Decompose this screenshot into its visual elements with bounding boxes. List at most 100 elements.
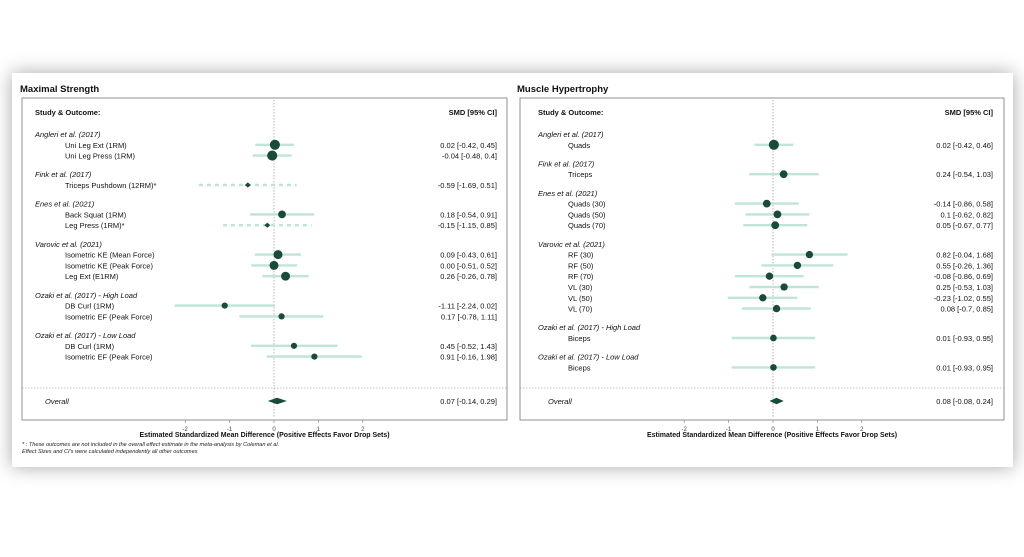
column-header-study: Study & Outcome: [35, 108, 100, 117]
study-label: Angleri et al. (2017) [34, 130, 101, 139]
panel-frame [519, 97, 1005, 421]
footnote-line-1: * : These outcomes are not included in t… [22, 442, 279, 448]
x-tick-label: 2 [860, 427, 864, 433]
panel-frame [21, 97, 508, 421]
smd-ci-label: 0.18 [-0.54, 0.91] [440, 210, 497, 219]
overall-label: Overall [45, 397, 69, 406]
forest-panel-1: Maximal Strength Study & Outcome: SMD [95%… [20, 84, 508, 439]
point-estimate [759, 294, 767, 302]
point-estimate [770, 334, 777, 342]
outcome-label: Isometric KE (Mean Force) [65, 251, 155, 260]
outcome-label: Biceps [568, 363, 591, 372]
column-header-smd: SMD [95% CI] [945, 108, 994, 117]
smd-ci-label: -0.59 [-1.69, 0.51] [438, 181, 497, 190]
smd-ci-label: 0.55 [-0.26, 1.36] [936, 261, 993, 270]
smd-ci-label: 0.09 [-0.43, 0.61] [440, 251, 497, 260]
smd-ci-label: 0.26 [-0.26, 0.78] [440, 272, 497, 281]
smd-ci-label: -0.04 [-0.48, 0.4] [442, 152, 497, 161]
smd-ci-label: -0.14 [-0.86, 0.58] [934, 200, 993, 209]
outcome-label: Uni Leg Press (1RM) [65, 152, 136, 161]
outcome-label: DB Curl (1RM) [65, 302, 115, 311]
smd-ci-label: 0.82 [-0.04, 1.68] [936, 251, 993, 260]
study-label: Fink et al. (2017) [538, 159, 595, 168]
outcome-label: VL (30) [568, 283, 593, 292]
smd-ci-label: 0.25 [-0.53, 1.03] [936, 283, 993, 292]
point-estimate [772, 304, 781, 313]
point-estimate [278, 210, 286, 219]
column-header-study: Study & Outcome: [538, 108, 603, 117]
overall-label: Overall [548, 397, 572, 406]
outcome-label: RF (70) [568, 272, 594, 281]
x-tick-label: 2 [361, 427, 365, 433]
outcome-label: Triceps Pushdown (12RM)* [65, 181, 157, 190]
smd-ci-label: 0.05 [-0.67, 0.77] [936, 221, 993, 230]
smd-ci-label: 0.1 [-0.62, 0.82] [940, 210, 993, 219]
outcome-label: Isometric KE (Peak Force) [65, 261, 153, 270]
study-label: Ozaki et al. (2017) - High Load [35, 291, 138, 300]
point-estimate [290, 342, 298, 349]
panel-title: Muscle Hypertrophy [517, 84, 609, 95]
study-label: Enes et al. (2021) [538, 189, 598, 198]
point-estimate [771, 221, 780, 230]
point-estimate [244, 182, 251, 188]
outcome-label: DB Curl (1RM) [65, 342, 115, 351]
x-tick-label: -2 [183, 427, 189, 433]
outcome-label: Back Squat (1RM) [65, 210, 127, 219]
point-estimate [278, 313, 285, 320]
outcome-label: Leg Ext (E1RM) [65, 272, 119, 281]
outcome-label: Isometric EF (Peak Force) [65, 312, 153, 321]
outcome-label: Isometric EF (Peak Force) [65, 353, 153, 362]
outcome-label: Quads (30) [568, 200, 606, 209]
outcome-label: RF (30) [568, 251, 594, 260]
smd-ci-label: 0.02 [-0.42, 0.45] [440, 141, 497, 150]
overall-diamond [267, 397, 287, 405]
smd-ci-label: -1.11 [-2.24, 0.02] [438, 302, 497, 311]
x-tick-label: 0 [272, 427, 276, 433]
point-estimate [765, 272, 774, 280]
outcome-label: Quads [568, 141, 590, 150]
smd-ci-label: 0.01 [-0.93, 0.95] [936, 334, 993, 343]
outcome-label: Quads (50) [568, 210, 606, 219]
smd-ci-label: 0.17 [-0.78, 1.11] [441, 312, 497, 321]
x-tick-label: 1 [317, 427, 321, 433]
smd-ci-label: 0.91 [-0.16, 1.98] [440, 353, 497, 362]
outcome-label: Quads (70) [568, 221, 606, 230]
smd-ci-label: 0.00 [-0.51, 0.52] [440, 261, 497, 270]
point-estimate [281, 271, 291, 281]
x-tick-label: -1 [726, 427, 732, 433]
footnote-line-2: Effect Sizes and CI's were calculated in… [22, 449, 198, 455]
panel-title: Maximal Strength [20, 84, 99, 95]
point-estimate [793, 261, 802, 270]
smd-ci-label: 0.01 [-0.93, 0.95] [936, 363, 993, 372]
x-axis-label: Estimated Standardized Mean Difference (… [139, 432, 389, 439]
x-axis-label: Estimated Standardized Mean Difference (… [647, 432, 897, 439]
smd-ci-label: -0.08 [-0.86, 0.69] [934, 272, 993, 281]
study-label: Angleri et al. (2017) [537, 130, 604, 139]
point-estimate [770, 364, 777, 371]
point-estimate [264, 222, 271, 228]
figure-card [12, 73, 1013, 467]
smd-ci-label: 0.02 [-0.42, 0.46] [936, 141, 993, 150]
outcome-label: Uni Leg Ext (1RM) [65, 141, 127, 150]
x-tick-label: 1 [816, 427, 820, 433]
study-label: Ozaki et al. (2017) - High Load [538, 323, 641, 332]
outcome-label: Triceps [568, 170, 593, 179]
study-label: Ozaki et al. (2017) - Low Load [35, 331, 136, 340]
column-header-smd: SMD [95% CI] [449, 108, 498, 117]
outcome-label: Leg Press (1RM)* [65, 221, 125, 230]
point-estimate [267, 150, 278, 161]
point-estimate [311, 353, 318, 360]
point-estimate [768, 139, 779, 150]
point-estimate [779, 170, 788, 179]
outcome-label: RF (50) [568, 261, 594, 270]
outcome-label: VL (70) [568, 305, 593, 314]
study-label: Varovic et al. (2021) [538, 240, 605, 249]
smd-ci-label: 0.08 [-0.7, 0.85] [940, 305, 993, 314]
x-tick-label: 0 [771, 427, 775, 433]
study-label: Enes et al. (2021) [35, 200, 95, 209]
smd-ci-label: 0.45 [-0.52, 1.43] [440, 342, 497, 351]
point-estimate [273, 250, 283, 260]
overall-smd-label: 0.07 [-0.14, 0.29] [440, 397, 497, 406]
